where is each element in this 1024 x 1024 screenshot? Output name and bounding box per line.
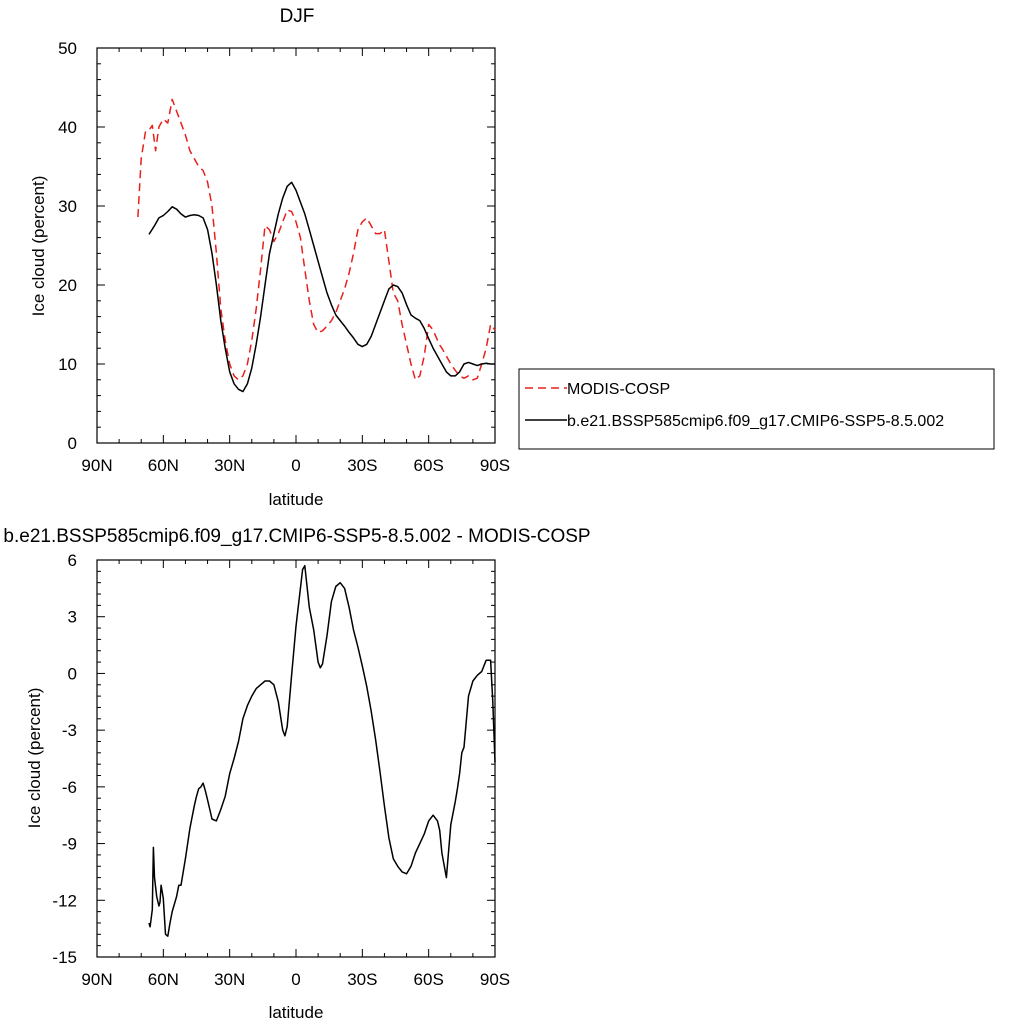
top-x-tick-label: 90S	[480, 456, 510, 475]
bottom-series-group	[148, 564, 496, 937]
bottom-y-axis-label: Ice cloud (percent)	[25, 688, 44, 829]
bottom-x-tick-label: 90N	[81, 970, 112, 989]
bottom-x-tick-label: 30S	[347, 970, 377, 989]
top-x-tick-label: 30S	[347, 456, 377, 475]
top-x-tick-label: 30N	[214, 456, 245, 475]
top-series-line-0	[137, 98, 496, 381]
top-x-tick-label: 60S	[414, 456, 444, 475]
top-panel: DJF 90N 60N 30N 0 30S 60S 90S 0 10 20 30 40 50 latit…	[29, 6, 510, 509]
top-x-axis-label: latitude	[269, 490, 324, 509]
top-y-tick-label: 0	[68, 434, 77, 453]
bottom-chart-title: b.e21.BSSP585cmip6.f09_g17.CMIP6-SSP5-8.…	[3, 526, 590, 547]
legend-box	[518, 368, 995, 450]
bottom-y-tick-label: 0	[68, 664, 77, 683]
top-chart-title: DJF	[280, 6, 315, 27]
top-series-line-1	[148, 181, 495, 393]
bottom-series-line-0	[148, 564, 496, 937]
top-x-tick-label: 0	[291, 456, 300, 475]
bottom-y-tick-label: -6	[62, 778, 77, 797]
bottom-y-tick-label: -3	[62, 721, 77, 740]
top-x-tick-label: 90N	[81, 456, 112, 475]
bottom-y-tick-label: 6	[68, 551, 77, 570]
top-y-tick-label: 10	[58, 355, 77, 374]
bottom-y-tick-label: 3	[68, 608, 77, 627]
bottom-panel: b.e21.BSSP585cmip6.f09_g17.CMIP6-SSP5-8.…	[3, 526, 590, 1022]
top-series-group	[137, 98, 496, 393]
top-y-tick-label: 20	[58, 276, 77, 295]
bottom-x-tick-label: 90S	[480, 970, 510, 989]
legend: MODIS-COSP b.e21.BSSP585cmip6.f09_g17.CM…	[518, 368, 995, 450]
bottom-y-tick-label: -9	[62, 835, 77, 854]
top-y-axis-label: Ice cloud (percent)	[29, 176, 48, 317]
top-x-tick-label: 60N	[148, 456, 179, 475]
bottom-y-tick-label: -12	[52, 891, 77, 910]
top-y-tick-label: 30	[58, 197, 77, 216]
bottom-x-tick-label: 30N	[214, 970, 245, 989]
legend-label-model: b.e21.BSSP585cmip6.f09_g17.CMIP6-SSP5-8.…	[567, 413, 944, 430]
bottom-x-tick-label: 60N	[148, 970, 179, 989]
bottom-y-tick-label: -15	[52, 948, 77, 967]
top-y-tick-label: 50	[58, 39, 77, 58]
bottom-x-axis-label: latitude	[269, 1003, 324, 1022]
bottom-x-tick-label: 0	[291, 970, 300, 989]
top-axis-ticks: 90N 60N 30N 0 30S 60S 90S 0 10 20 30 40 50	[58, 39, 510, 475]
legend-label-modis-cosp: MODIS-COSP	[567, 381, 670, 398]
bottom-x-tick-label: 60S	[414, 970, 444, 989]
bottom-axis-ticks: 90N 60N 30N 0 30S 60S 90S -15 -12 -9 -6 -3 0 3 6	[52, 551, 510, 989]
top-y-tick-label: 40	[58, 118, 77, 137]
top-plot-frame	[96, 47, 496, 444]
